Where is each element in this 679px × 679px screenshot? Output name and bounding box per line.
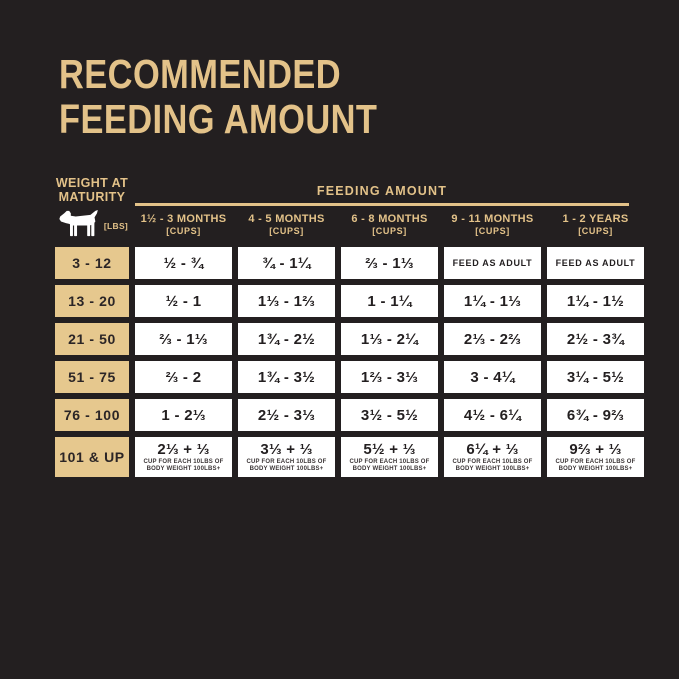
gold-divider bbox=[135, 203, 629, 206]
lbs-label: [LBS] bbox=[103, 221, 129, 231]
value-cell: ⅔ - 1⅓ bbox=[341, 247, 438, 279]
column-headers: 1½ - 3 MONTHS [CUPS] 4 - 5 MONTHS [CUPS]… bbox=[135, 213, 648, 237]
column-header-2-label: 4 - 5 MONTHS bbox=[248, 213, 325, 225]
column-header-3-label: 6 - 8 MONTHS bbox=[351, 213, 428, 225]
weight-cell: 3 - 12 bbox=[55, 247, 129, 279]
value-cell: 1 - 2⅓ bbox=[135, 399, 232, 431]
value-cell: 1¾ - 2½ bbox=[238, 323, 335, 355]
value-cell: ⅔ - 1⅓ bbox=[135, 323, 232, 355]
value-cell: 3⅓ + ⅓ CUP FOR EACH 10LBS OF BODY WEIGHT… bbox=[238, 437, 335, 477]
cell-footnote: CUP FOR EACH 10LBS OF BODY WEIGHT 100LBS… bbox=[246, 459, 327, 472]
cell-footnote: CUP FOR EACH 10LBS OF BODY WEIGHT 100LBS… bbox=[452, 459, 533, 472]
value-cell: 1¾ - 3½ bbox=[238, 361, 335, 393]
value-cell: ¾ - 1¼ bbox=[238, 247, 335, 279]
column-header-5-unit: [CUPS] bbox=[578, 226, 613, 236]
column-header-2: 4 - 5 MONTHS [CUPS] bbox=[238, 213, 335, 237]
feeding-amount-header: FEEDING AMOUNT bbox=[316, 184, 448, 198]
value-cell: 1⅔ - 3⅓ bbox=[341, 361, 438, 393]
value-cell: 9⅔ + ⅓ CUP FOR EACH 10LBS OF BODY WEIGHT… bbox=[547, 437, 644, 477]
cell-footnote: CUP FOR EACH 10LBS OF BODY WEIGHT 100LBS… bbox=[555, 459, 636, 472]
cell-footnote: CUP FOR EACH 10LBS OF BODY WEIGHT 100LBS… bbox=[349, 459, 430, 472]
value-cell: 2½ - 3⅓ bbox=[238, 399, 335, 431]
value-cell: 4½ - 6¼ bbox=[444, 399, 541, 431]
weight-cell: 76 - 100 bbox=[55, 399, 129, 431]
column-header-5: 1 - 2 YEARS [CUPS] bbox=[547, 213, 644, 237]
weight-cell: 13 - 20 bbox=[55, 285, 129, 317]
column-header-2-unit: [CUPS] bbox=[269, 226, 304, 236]
column-header-4-label: 9 - 11 MONTHS bbox=[451, 213, 534, 225]
column-header-5-label: 1 - 2 YEARS bbox=[562, 213, 629, 225]
value-cell: 1⅓ - 1⅔ bbox=[238, 285, 335, 317]
value-cell: 1⅓ - 2¼ bbox=[341, 323, 438, 355]
value-cell: 6¾ - 9⅔ bbox=[547, 399, 644, 431]
value-cell: 1¼ - 1½ bbox=[547, 285, 644, 317]
value-cell: 1¼ - 1⅓ bbox=[444, 285, 541, 317]
value-text: 6¼ + ⅓ bbox=[466, 441, 519, 458]
value-text: 2⅓ + ⅓ bbox=[157, 441, 210, 458]
value-cell: ½ - ¾ bbox=[135, 247, 232, 279]
weight-cell: 101 & UP bbox=[55, 437, 129, 477]
value-text: 9⅔ + ⅓ bbox=[569, 441, 622, 458]
value-cell: 3½ - 5½ bbox=[341, 399, 438, 431]
dog-icon bbox=[58, 210, 100, 242]
column-header-4: 9 - 11 MONTHS [CUPS] bbox=[444, 213, 541, 237]
page-title-line1: RECOMMENDED bbox=[59, 51, 342, 97]
value-cell: 2½ - 3¾ bbox=[547, 323, 644, 355]
value-text: 3⅓ + ⅓ bbox=[260, 441, 313, 458]
value-cell: 3¼ - 5½ bbox=[547, 361, 644, 393]
value-cell: ⅔ - 2 bbox=[135, 361, 232, 393]
value-cell: 6¼ + ⅓ CUP FOR EACH 10LBS OF BODY WEIGHT… bbox=[444, 437, 541, 477]
value-cell: ½ - 1 bbox=[135, 285, 232, 317]
column-header-1-label: 1½ - 3 MONTHS bbox=[140, 213, 227, 225]
value-cell: 1 - 1¼ bbox=[341, 285, 438, 317]
page-title: RECOMMENDED FEEDING AMOUNT bbox=[59, 52, 377, 142]
value-cell: 2⅓ + ⅓ CUP FOR EACH 10LBS OF BODY WEIGHT… bbox=[135, 437, 232, 477]
value-cell: FEED AS ADULT bbox=[547, 247, 644, 279]
weight-cell: 21 - 50 bbox=[55, 323, 129, 355]
column-header-4-unit: [CUPS] bbox=[475, 226, 510, 236]
weight-header-line1: WEIGHT AT bbox=[55, 176, 129, 190]
feeding-table: 3 - 12 ½ - ¾ ¾ - 1¼ ⅔ - 1⅓ FEED AS ADULT… bbox=[55, 247, 644, 477]
column-header-3: 6 - 8 MONTHS [CUPS] bbox=[341, 213, 438, 237]
lbs-unit-box: [LBS] bbox=[55, 210, 131, 242]
weight-cell: 51 - 75 bbox=[55, 361, 129, 393]
value-cell: 3 - 4¼ bbox=[444, 361, 541, 393]
value-cell: 2⅓ - 2⅔ bbox=[444, 323, 541, 355]
column-header-1-unit: [CUPS] bbox=[166, 226, 201, 236]
value-cell: FEED AS ADULT bbox=[444, 247, 541, 279]
weight-header-line2: MATURITY bbox=[58, 190, 126, 204]
value-cell: 5½ + ⅓ CUP FOR EACH 10LBS OF BODY WEIGHT… bbox=[341, 437, 438, 477]
column-header-1: 1½ - 3 MONTHS [CUPS] bbox=[135, 213, 232, 237]
value-text: 5½ + ⅓ bbox=[363, 441, 416, 458]
page-title-line2: FEEDING AMOUNT bbox=[59, 96, 378, 142]
weight-at-maturity-header: WEIGHT AT MATURITY bbox=[48, 176, 136, 204]
column-header-3-unit: [CUPS] bbox=[372, 226, 407, 236]
cell-footnote: CUP FOR EACH 10LBS OF BODY WEIGHT 100LBS… bbox=[143, 459, 224, 472]
